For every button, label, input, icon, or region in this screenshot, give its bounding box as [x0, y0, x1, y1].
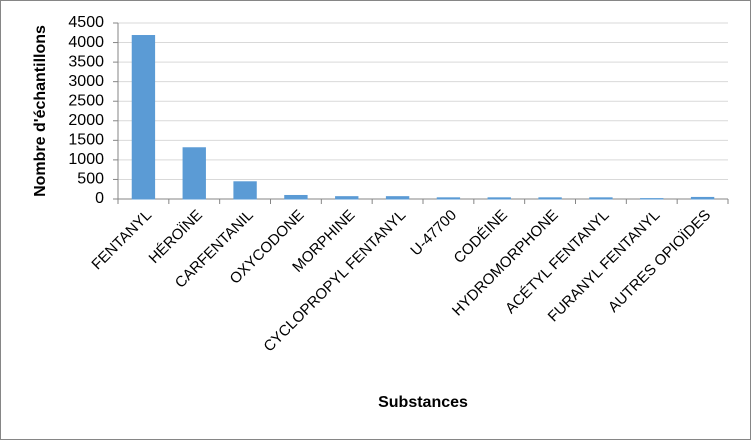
bar — [487, 197, 511, 200]
bar — [690, 196, 715, 200]
bar — [589, 197, 613, 200]
y-tick-label: 4500 — [68, 14, 104, 31]
bar — [538, 197, 562, 200]
bar — [335, 196, 359, 200]
y-tick-label: 500 — [77, 171, 104, 188]
bar — [436, 197, 461, 200]
y-tick-label: 2500 — [68, 92, 104, 109]
y-axis-title: Nombre d'échantillons — [32, 25, 49, 197]
bar — [182, 147, 206, 200]
y-tick-label: 3000 — [68, 73, 104, 90]
bar — [131, 35, 156, 200]
y-tick-label: 1000 — [68, 151, 104, 168]
x-axis-title: Substances — [378, 394, 468, 411]
y-tick-label: 0 — [95, 190, 104, 207]
bar — [284, 194, 308, 200]
y-tick-label: 2000 — [68, 112, 104, 129]
bar — [385, 196, 410, 200]
bar — [233, 181, 257, 200]
y-tick-label: 1500 — [68, 132, 104, 149]
y-tick-label: 3500 — [68, 53, 104, 70]
y-tick-label: 4000 — [68, 34, 104, 51]
